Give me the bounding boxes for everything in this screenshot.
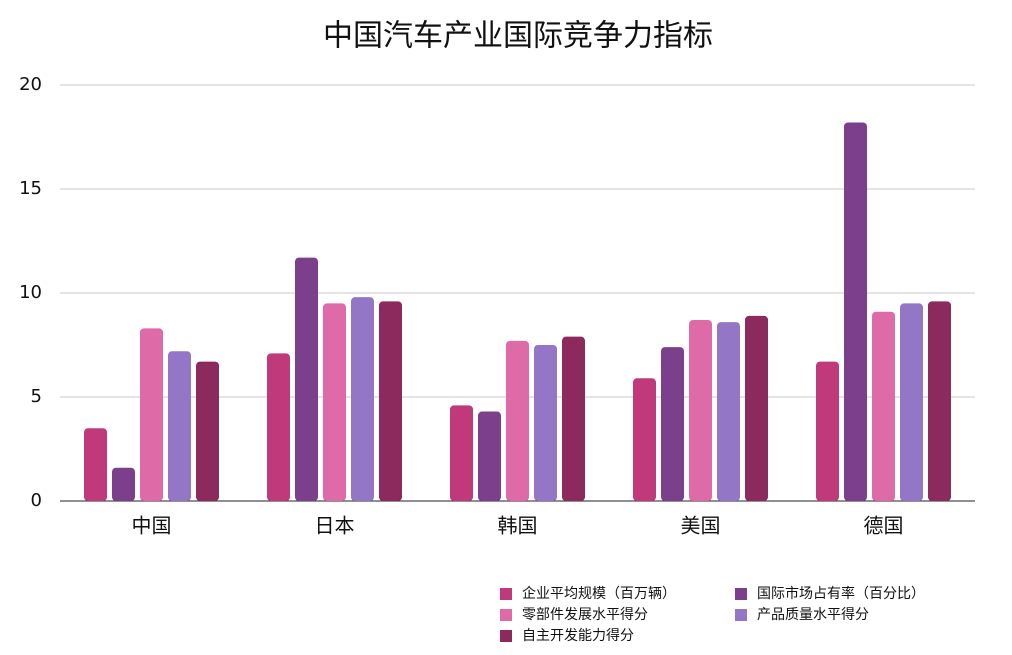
chart-title: 中国汽车产业国际竞争力指标 (323, 19, 713, 54)
bar (816, 361, 839, 501)
legend-label: 零部件发展水平得分 (522, 606, 648, 623)
bar (661, 347, 684, 501)
y-tick-label: 5 (31, 386, 42, 407)
bar (900, 303, 923, 501)
bar (745, 315, 768, 501)
y-tick-label: 0 (31, 490, 42, 511)
bar (168, 351, 191, 501)
bar (506, 340, 529, 501)
bar (478, 411, 501, 501)
legend-label: 国际市场占有率（百分比） (757, 585, 925, 602)
legend-swatch (735, 609, 747, 621)
bar (112, 467, 135, 501)
bar (928, 301, 951, 501)
x-tick-label: 美国 (681, 514, 721, 538)
bar (534, 345, 557, 501)
y-tick-label: 20 (19, 74, 42, 95)
x-tick-label: 中国 (132, 514, 172, 538)
bar (140, 328, 163, 501)
legend-label: 产品质量水平得分 (757, 606, 869, 623)
bar (379, 301, 402, 501)
bar (295, 257, 318, 501)
x-tick-label: 德国 (864, 514, 904, 538)
bar (84, 428, 107, 501)
y-tick-label: 15 (19, 178, 42, 199)
legend-swatch (500, 609, 512, 621)
bar (323, 303, 346, 501)
bar (872, 311, 895, 501)
y-tick-label: 10 (19, 282, 42, 303)
bar (562, 336, 585, 501)
bar (196, 361, 219, 501)
bar (351, 297, 374, 501)
legend-swatch (500, 630, 512, 642)
legend-label: 自主开发能力得分 (522, 627, 634, 644)
bar (717, 322, 740, 501)
legend-swatch (735, 588, 747, 600)
legend-swatch (500, 588, 512, 600)
legend-label: 企业平均规模（百万辆） (522, 585, 676, 602)
bar (267, 353, 290, 501)
x-tick-label: 韩国 (498, 514, 538, 538)
bar (450, 405, 473, 501)
x-tick-label: 日本 (315, 514, 355, 538)
bar (689, 320, 712, 501)
bar (633, 378, 656, 501)
bar (844, 122, 867, 501)
